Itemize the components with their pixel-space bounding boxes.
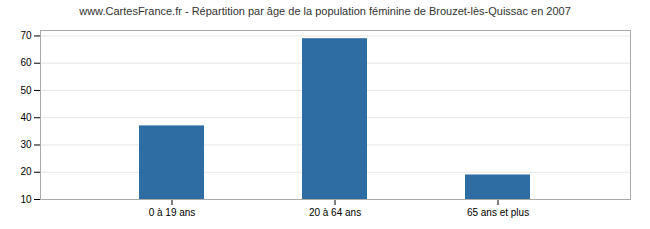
svg-text:20: 20 (20, 166, 32, 177)
svg-text:30: 30 (20, 139, 32, 150)
svg-text:20 à 64 ans: 20 à 64 ans (309, 207, 361, 218)
html-text:www.CartesFrance.fr - Répartit: www.CartesFrance.fr - Répartition par âg… (79, 5, 571, 17)
svg-text:40: 40 (20, 112, 32, 123)
svg-text:10: 10 (20, 194, 32, 205)
svg-text:70: 70 (20, 30, 32, 41)
svg-text:60: 60 (20, 57, 32, 68)
svg-text:0 à 19 ans: 0 à 19 ans (149, 207, 196, 218)
svg-text:65 ans et plus: 65 ans et plus (467, 207, 529, 218)
svg-text:50: 50 (20, 85, 32, 96)
